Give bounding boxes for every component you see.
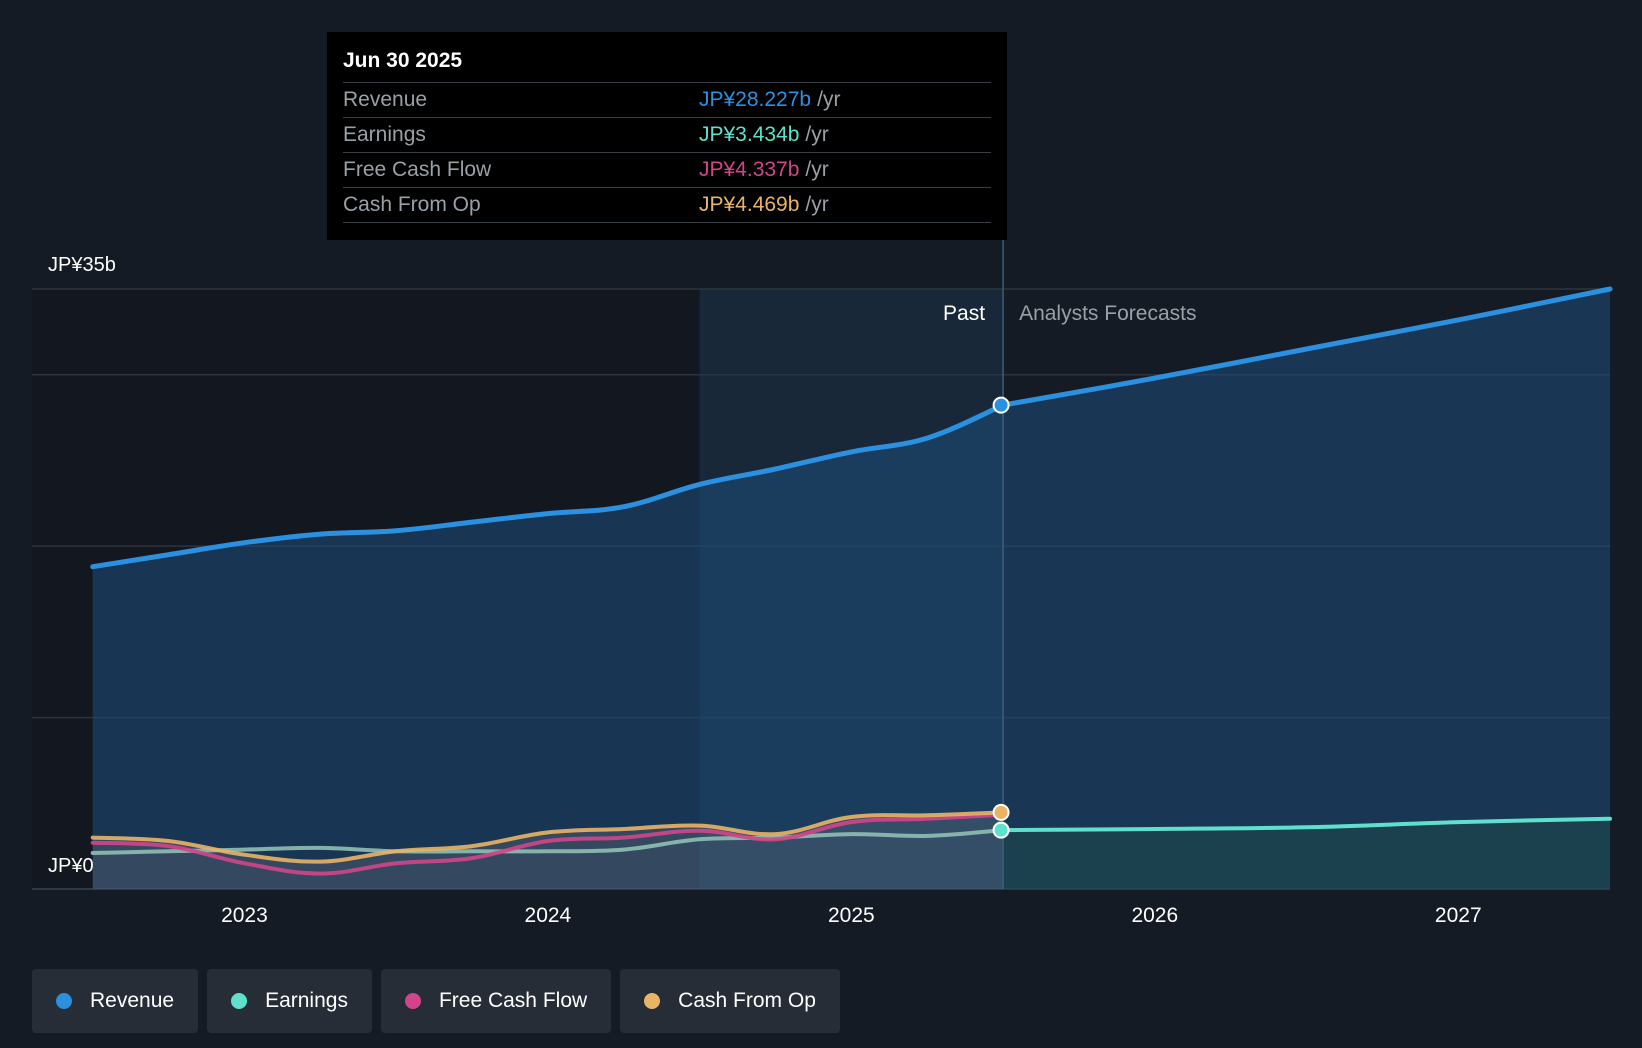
legend-dot-icon <box>404 993 421 1009</box>
tooltip-row-earnings: Earnings JP¥3.434b /yr <box>343 117 991 152</box>
legend-dot-icon <box>231 993 248 1009</box>
tooltip-unit: /yr <box>805 158 829 181</box>
chart-legend: Revenue Earnings Free Cash Flow Cash Fro… <box>32 969 840 1033</box>
data-tooltip: Jun 30 2025 Revenue JP¥28.227b /yr Earni… <box>327 32 1007 240</box>
legend-item-free-cash-flow[interactable]: Free Cash Flow <box>380 969 612 1033</box>
x-tick-label: 2024 <box>525 904 572 927</box>
revenue-line <box>90 402 1006 570</box>
tooltip-label: Revenue <box>343 88 428 111</box>
tooltip-value: JP¥28.227b <box>699 88 812 111</box>
revenue-forecast-line <box>1000 286 1613 408</box>
earnings-forecast-line <box>1001 816 1612 833</box>
tooltip-date: Jun 30 2025 <box>343 49 463 72</box>
legend-label: Revenue <box>90 989 175 1012</box>
earnings-revenue-chart: JP¥35b JP¥0 Past Analysts Forecasts 2023 2024… <box>32 240 1613 927</box>
earnings-marker <box>992 821 1010 839</box>
legend-item-earnings[interactable]: Earnings <box>207 969 372 1033</box>
legend-label: Cash From Op <box>678 989 816 1012</box>
x-tick-label: 2026 <box>1131 904 1178 927</box>
tooltip-label: Earnings <box>343 123 426 146</box>
cash-from-op-line <box>90 810 1006 864</box>
x-tick-label: 2027 <box>1435 904 1482 927</box>
tooltip-row-free-cash-flow: Free Cash Flow JP¥4.337b /yr <box>343 152 991 187</box>
tooltip-label: Cash From Op <box>343 193 481 216</box>
legend-dot-icon <box>56 993 72 1009</box>
y-axis-label-bottom: JP¥0 <box>48 855 94 877</box>
tooltip-unit: /yr <box>805 123 829 146</box>
tooltip-row-revenue: Revenue JP¥28.227b /yr <box>343 82 991 117</box>
legend-label: Earnings <box>265 989 348 1012</box>
cash-from-op-marker <box>992 803 1010 821</box>
tooltip-value: JP¥4.469b <box>699 193 800 216</box>
revenue-area <box>92 289 1611 889</box>
past-label: Past <box>943 302 985 325</box>
tooltip-unit: /yr <box>817 88 841 111</box>
y-axis-label-top: JP¥35b <box>48 254 116 276</box>
forecast-label: Analysts Forecasts <box>1019 302 1196 325</box>
legend-item-cash-from-op[interactable]: Cash From Op <box>620 969 840 1033</box>
earnings-line <box>90 828 1006 855</box>
tooltip-label: Free Cash Flow <box>343 158 492 181</box>
tooltip-value: JP¥3.434b <box>699 123 800 146</box>
legend-label: Free Cash Flow <box>438 989 588 1012</box>
tooltip-row-cash-from-op: Cash From Op JP¥4.469b /yr <box>343 187 991 223</box>
revenue-marker <box>992 396 1010 414</box>
tooltip-value: JP¥4.337b <box>699 158 800 181</box>
free-cash-flow-line <box>90 812 1006 876</box>
legend-dot-icon <box>644 993 661 1009</box>
legend-item-revenue[interactable]: Revenue <box>32 969 199 1033</box>
tooltip-unit: /yr <box>805 193 829 216</box>
earnings-forecast-area <box>1003 818 1610 889</box>
x-tick-label: 2025 <box>828 904 875 927</box>
x-tick-label: 2023 <box>221 904 268 927</box>
